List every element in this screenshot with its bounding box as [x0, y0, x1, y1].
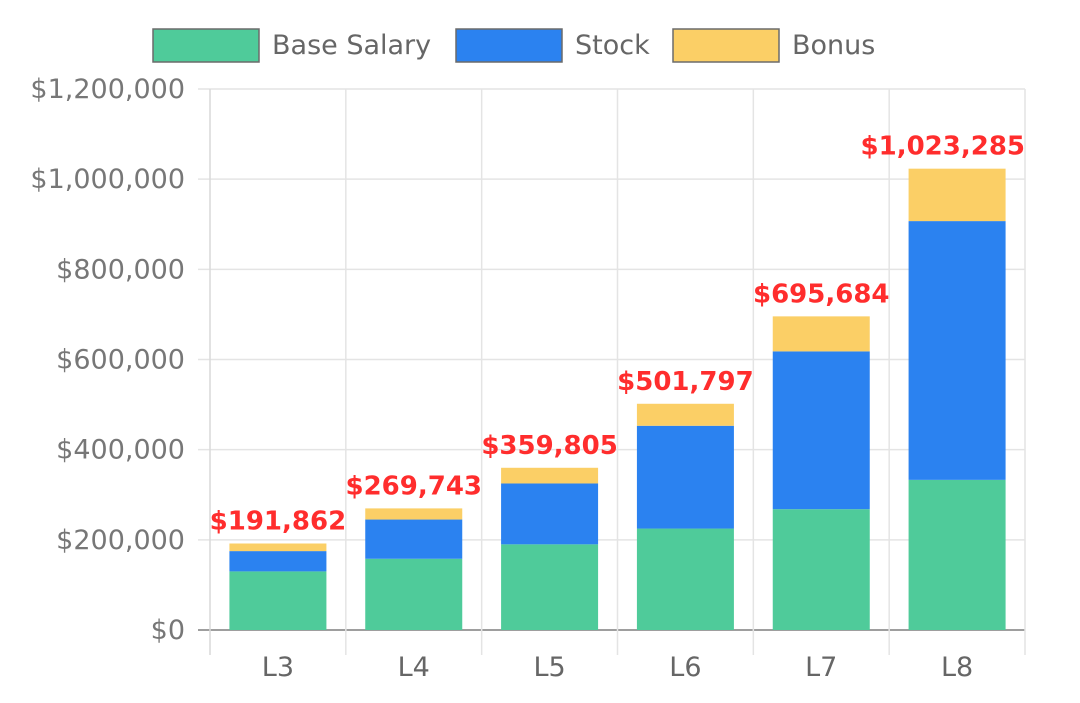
x-tick-label: L5 — [533, 652, 565, 683]
x-tick-label: L3 — [262, 652, 294, 683]
legend: Base Salary Stock Bonus — [152, 28, 875, 63]
bar-base-salary — [636, 528, 734, 630]
total-value-label: $269,743 — [345, 471, 482, 501]
bar-stock — [908, 221, 1006, 480]
bars — [229, 168, 1006, 630]
total-value-label: $501,797 — [617, 367, 754, 397]
y-tick-label: $200,000 — [56, 525, 185, 556]
y-tick-label: $1,200,000 — [30, 74, 185, 105]
bar-stock — [636, 425, 734, 529]
bar-bonus — [636, 403, 734, 426]
legend-swatch-bonus — [672, 28, 780, 63]
bar-base-salary — [365, 558, 463, 630]
x-tick-label: L6 — [669, 652, 701, 683]
legend-label: Stock — [575, 30, 650, 61]
x-tick-label: L7 — [805, 652, 837, 683]
legend-swatch-stock — [455, 28, 563, 63]
bar-base-salary — [908, 479, 1006, 630]
legend-label: Bonus — [792, 30, 875, 61]
x-tick-label: L4 — [398, 652, 430, 683]
total-value-label: $695,684 — [753, 279, 890, 309]
y-tick-label: $800,000 — [56, 254, 185, 285]
total-value-label: $359,805 — [481, 431, 618, 461]
bar-stock — [501, 483, 599, 545]
bar-stock — [772, 351, 870, 510]
bar-bonus — [229, 543, 327, 552]
y-tick-label: $600,000 — [56, 345, 185, 376]
bar-bonus — [365, 508, 463, 520]
bar-base-salary — [501, 544, 599, 630]
x-tick-label: L8 — [941, 652, 973, 683]
bar-bonus — [501, 467, 599, 484]
total-value-label: $191,862 — [210, 507, 347, 537]
legend-label: Base Salary — [272, 30, 431, 61]
bar-stock — [365, 519, 463, 559]
bar-stock — [229, 551, 327, 572]
legend-swatch-base-salary — [152, 28, 260, 63]
y-tick-label: $0 — [151, 615, 185, 646]
grid-lines — [198, 88, 1026, 655]
total-value-label: $1,023,285 — [861, 132, 1025, 162]
bar-bonus — [772, 316, 870, 352]
bar-bonus — [908, 168, 1006, 222]
bar-base-salary — [229, 571, 327, 630]
y-tick-label: $1,000,000 — [30, 164, 185, 195]
total-labels: $191,862 $269,743 $359,805 $501,797 $695,684… — [210, 132, 1025, 537]
y-tick-label: $400,000 — [56, 435, 185, 466]
bar-base-salary — [772, 509, 870, 630]
axes: $0 $200,000 $400,000 $600,000 $800,000 $1,000… — [30, 74, 973, 683]
